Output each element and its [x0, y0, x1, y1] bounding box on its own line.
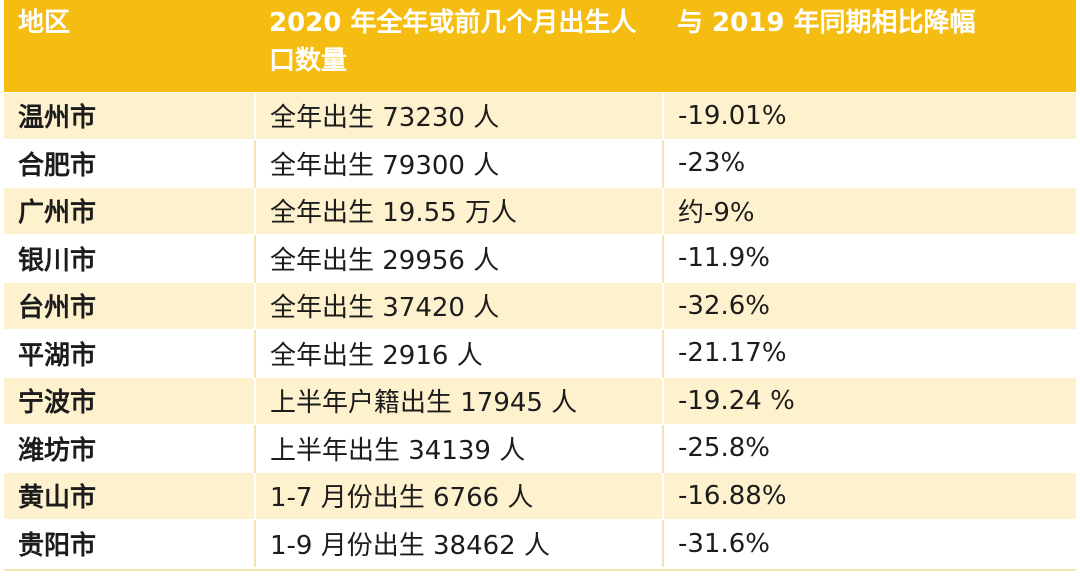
- cell-decline: -19.24 %: [662, 376, 1076, 425]
- cell-births: 全年出生 2916 人: [254, 329, 663, 377]
- cell-births: 1-7 月份出生 6766 人: [254, 471, 663, 520]
- cell-decline: 约-9%: [662, 186, 1076, 235]
- cell-decline: -21.17%: [662, 329, 1076, 377]
- table-row: 广州市 全年出生 19.55 万人 约-9%: [4, 186, 1076, 235]
- cell-decline: -31.6%: [662, 519, 1076, 567]
- cell-decline: -32.6%: [662, 281, 1076, 330]
- table-row: 温州市 全年出生 73230 人 -19.01%: [4, 91, 1076, 140]
- cell-region: 贵阳市: [4, 519, 255, 567]
- cell-region: 黄山市: [4, 471, 255, 520]
- table-row: 宁波市 上半年户籍出生 17945 人 -19.24 %: [4, 376, 1076, 425]
- header-births: 2020 年全年或前几个月出生人口数量: [255, 0, 663, 92]
- cell-region: 台州市: [4, 281, 255, 330]
- table-header: 地区 2020 年全年或前几个月出生人口数量 与 2019 年同期相比降幅: [4, 0, 1076, 92]
- table-row: 贵阳市 1-9 月份出生 38462 人 -31.6%: [4, 519, 1076, 567]
- cell-decline: -19.01%: [662, 91, 1076, 140]
- birth-statistics-table: 地区 2020 年全年或前几个月出生人口数量 与 2019 年同期相比降幅 温州…: [4, 0, 1076, 567]
- table-row: 台州市 全年出生 37420 人 -32.6%: [4, 281, 1076, 330]
- cell-decline: -16.88%: [662, 471, 1076, 520]
- cell-decline: -25.8%: [662, 424, 1076, 472]
- header-decline: 与 2019 年同期相比降幅: [663, 0, 1076, 92]
- cell-births: 全年出生 29956 人: [254, 234, 663, 282]
- cell-region: 潍坊市: [4, 424, 255, 472]
- cell-births: 上半年出生 34139 人: [254, 424, 663, 472]
- cell-region: 平湖市: [4, 329, 255, 377]
- table-row: 黄山市 1-7 月份出生 6766 人 -16.88%: [4, 471, 1076, 520]
- cell-decline: -23%: [662, 139, 1076, 187]
- cell-births: 全年出生 79300 人: [254, 139, 663, 187]
- table-row: 合肥市 全年出生 79300 人 -23%: [4, 139, 1076, 187]
- cell-region: 温州市: [4, 91, 255, 140]
- table-row: 平湖市 全年出生 2916 人 -21.17%: [4, 329, 1076, 377]
- cell-decline: -11.9%: [662, 234, 1076, 282]
- cell-region: 银川市: [4, 234, 255, 282]
- table-row: 银川市 全年出生 29956 人 -11.9%: [4, 234, 1076, 282]
- header-region: 地区: [4, 0, 255, 92]
- cell-births: 全年出生 19.55 万人: [254, 186, 663, 235]
- table-body: 温州市 全年出生 73230 人 -19.01% 合肥市 全年出生 79300 …: [4, 91, 1076, 567]
- cell-births: 上半年户籍出生 17945 人: [254, 376, 663, 425]
- cell-births: 全年出生 73230 人: [254, 91, 663, 140]
- cell-births: 全年出生 37420 人: [254, 281, 663, 330]
- cell-region: 宁波市: [4, 376, 255, 425]
- table-row: 潍坊市 上半年出生 34139 人 -25.8%: [4, 424, 1076, 472]
- header-row: 地区 2020 年全年或前几个月出生人口数量 与 2019 年同期相比降幅: [4, 0, 1076, 92]
- cell-region: 广州市: [4, 186, 255, 235]
- cell-births: 1-9 月份出生 38462 人: [254, 519, 663, 567]
- cell-region: 合肥市: [4, 139, 255, 187]
